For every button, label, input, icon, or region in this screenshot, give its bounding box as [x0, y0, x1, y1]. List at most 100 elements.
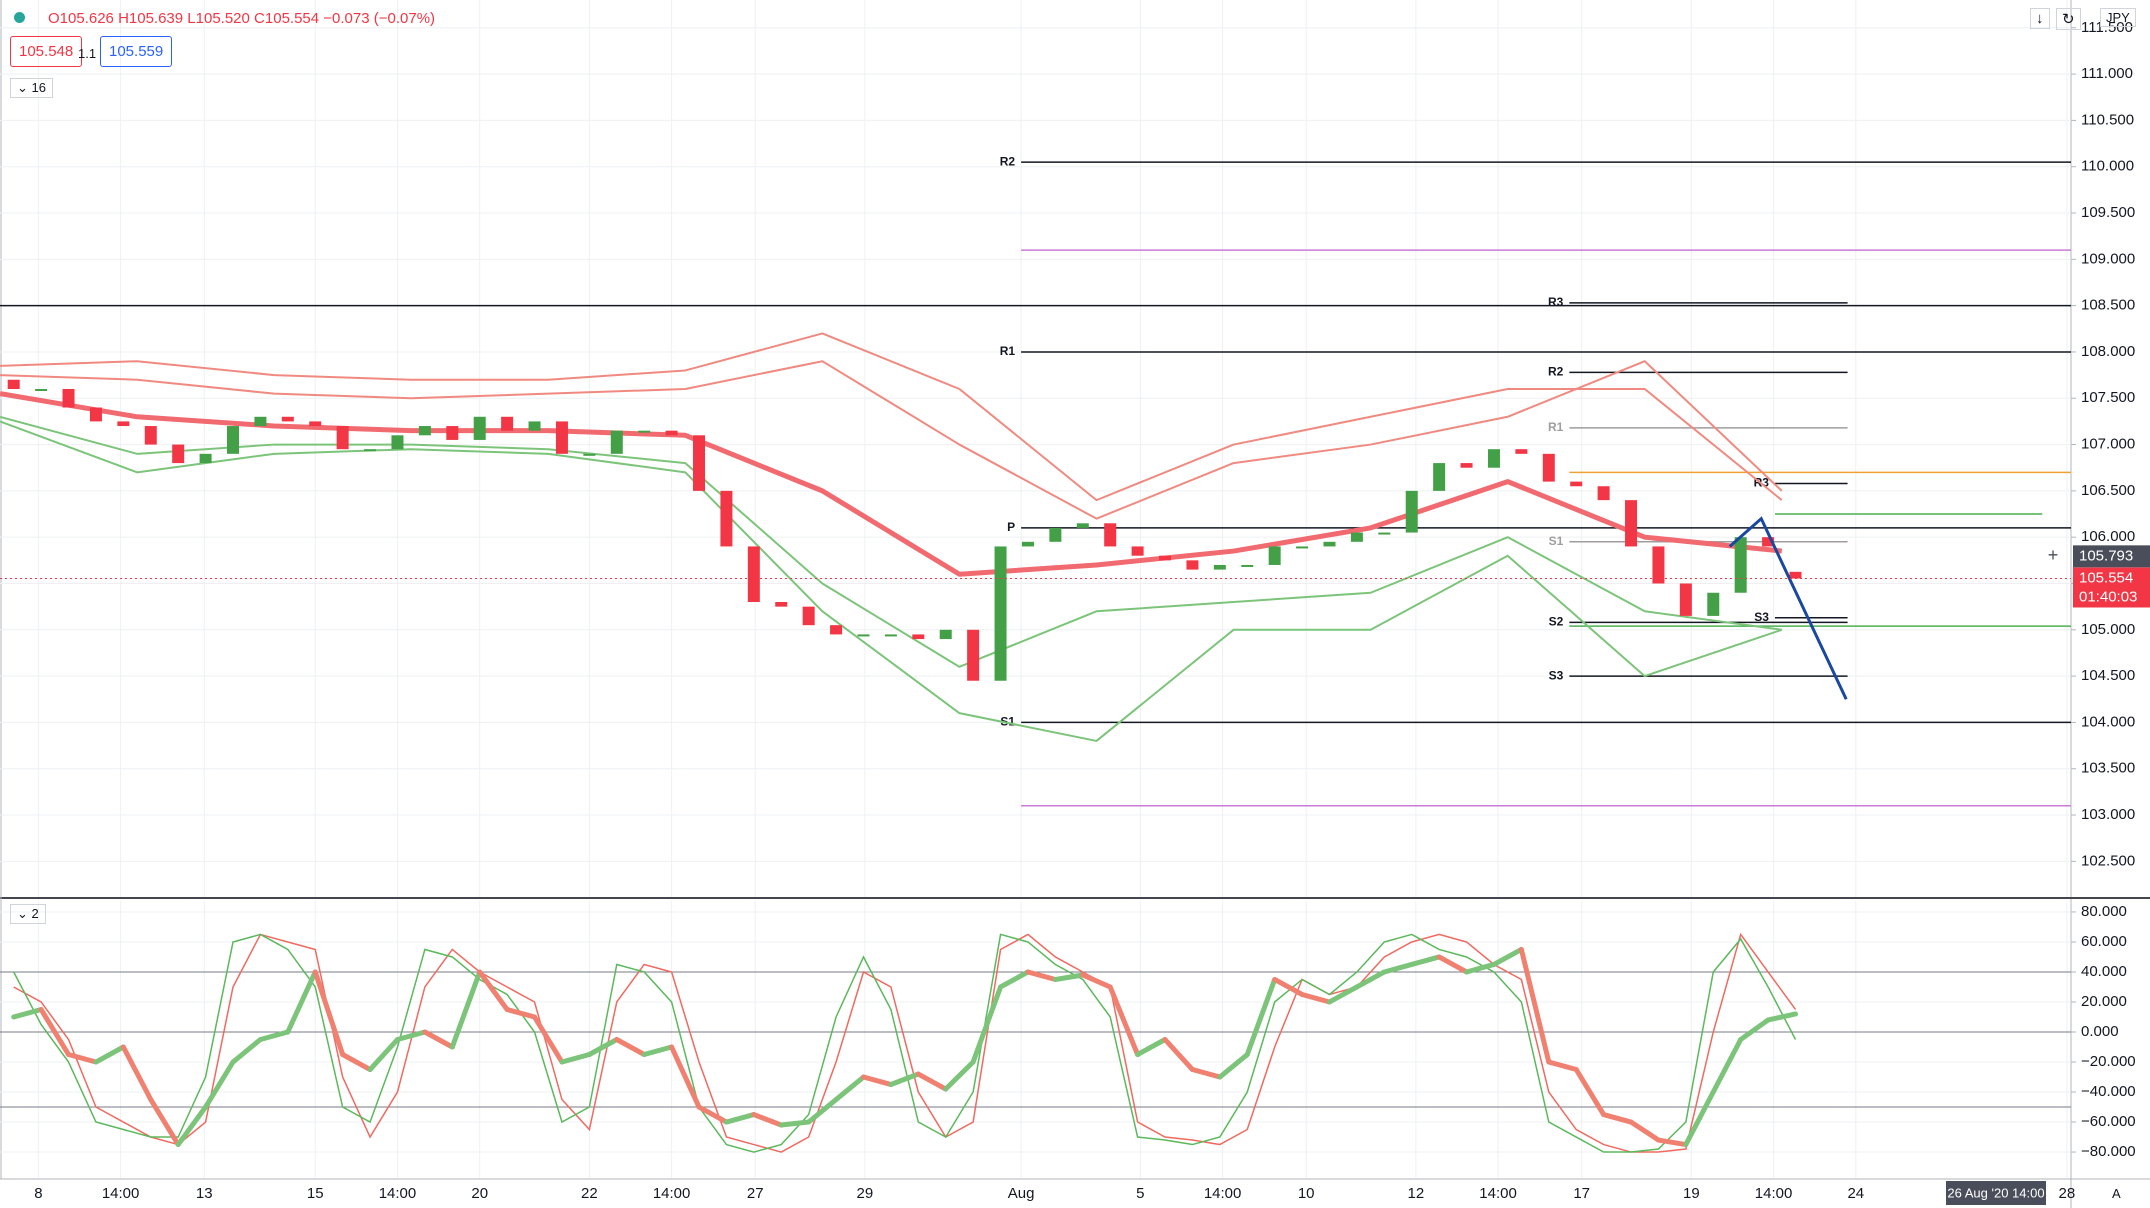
oscillator-segment — [1217, 1052, 1250, 1080]
oscillator-segment — [1655, 1137, 1689, 1148]
candle — [1241, 564, 1254, 567]
pane-toggle[interactable]: ⌄ 2 — [10, 904, 46, 924]
oscillator-segment — [1683, 1089, 1716, 1148]
pivot-label: S3 — [1549, 668, 1564, 682]
candle — [391, 435, 404, 450]
oscillator-segment — [806, 1097, 839, 1125]
oscillator-segment — [340, 1052, 373, 1073]
status-dot[interactable] — [14, 10, 25, 27]
oscillator-segment — [1244, 976, 1278, 1058]
buy-button[interactable]: 105.559 — [100, 36, 173, 67]
candle — [1021, 541, 1034, 547]
candle — [1405, 490, 1418, 533]
high: H105.639 — [118, 10, 184, 27]
candle — [1487, 449, 1500, 468]
y-tick-label: 106.500 — [2081, 482, 2135, 499]
y-tick-label: 103.500 — [2081, 760, 2135, 777]
pivot-label: S2 — [1549, 615, 1564, 629]
candle — [1323, 541, 1336, 547]
candle — [1542, 453, 1555, 482]
countdown-label: 01:40:03 — [2079, 588, 2137, 605]
oscillator-segment — [1025, 969, 1058, 982]
oscillator-segment — [1464, 961, 1497, 975]
x-tick-label: 8 — [34, 1185, 42, 1202]
x-tick-label: 20 — [471, 1185, 488, 1202]
auto-scale[interactable]: A — [2112, 1186, 2121, 1201]
x-tick-label: 29 — [857, 1185, 874, 1202]
candle — [1433, 463, 1446, 491]
oscillator-segment — [1189, 1067, 1223, 1080]
candle — [418, 426, 431, 436]
oscillator-segment — [1299, 991, 1332, 1005]
candle — [693, 435, 706, 491]
oscillator-segment — [1107, 984, 1141, 1058]
candle — [62, 388, 75, 408]
pane-toggle[interactable]: ⌄ 16 — [10, 78, 53, 98]
currency[interactable]: JPY — [2100, 8, 2136, 27]
x-tick-label: 10 — [1298, 1185, 1315, 1202]
y-tick-label: 60.000 — [2081, 933, 2127, 950]
candle — [1625, 500, 1638, 547]
oscillator-segment — [1710, 1037, 1744, 1095]
candle — [884, 634, 897, 637]
candle — [1378, 532, 1391, 535]
last-price-label: 105.554 — [2079, 569, 2133, 586]
y-tick-label: 109.000 — [2081, 250, 2135, 267]
oscillator-segment — [230, 1037, 263, 1065]
oscillator-segment — [367, 1037, 400, 1073]
x-tick-label: 28 — [2059, 1185, 2076, 1202]
candle — [281, 416, 294, 422]
oscillator-segment — [11, 1006, 44, 1020]
oscillator-segment — [38, 1006, 72, 1058]
y-tick-label: 80.000 — [2081, 903, 2127, 920]
oscillator-segment — [504, 1006, 538, 1020]
x-tick-label: 22 — [581, 1185, 598, 1202]
candle — [1049, 527, 1062, 542]
pivot-label: R1 — [1000, 344, 1016, 358]
candle — [1296, 546, 1309, 549]
candle — [555, 421, 568, 454]
candle — [227, 426, 240, 454]
candle — [473, 416, 486, 440]
x-tick-label: 19 — [1683, 1185, 1700, 1202]
oscillator-segment — [285, 969, 318, 1035]
oscillator-segment — [888, 1071, 921, 1088]
y-tick-label: −20.000 — [2081, 1053, 2136, 1070]
oscillator-line — [13, 932, 1797, 1153]
trend-drawing — [1728, 516, 1848, 700]
oscillator-segment — [586, 1037, 620, 1058]
candle — [336, 426, 349, 450]
x-tick-label: 13 — [196, 1185, 213, 1202]
y-tick-label: 110.000 — [2081, 158, 2134, 175]
oscillator-segment — [723, 1112, 757, 1125]
pane-count: 2 — [31, 906, 39, 921]
candle — [1707, 592, 1720, 616]
scroll-button[interactable]: ↓ — [2030, 8, 2050, 29]
reset-button[interactable]: ↻ — [2056, 8, 2081, 30]
oscillator-segment — [1409, 954, 1442, 967]
oscillator-segment — [449, 969, 483, 1050]
y-tick-label: 103.000 — [2081, 806, 2135, 823]
oscillator-segment — [1738, 1017, 1771, 1042]
sell-button[interactable]: 105.548 — [10, 36, 83, 67]
candle — [1597, 486, 1610, 501]
x-tick-label: 14:00 — [102, 1185, 140, 1202]
oscillator-segment — [998, 969, 1031, 990]
candle — [1570, 481, 1583, 487]
x-tick-label: 17 — [1573, 1185, 1590, 1202]
spread: 1.1 — [78, 46, 97, 61]
candle — [1652, 546, 1665, 584]
x-tick-label: 14:00 — [379, 1185, 417, 1202]
crosshair-time: 26 Aug '20 14:00 — [1947, 1185, 2044, 1200]
candle — [802, 606, 815, 626]
candle — [1350, 532, 1363, 542]
y-tick-label: 102.500 — [2081, 852, 2135, 869]
x-tick-label: 14:00 — [653, 1185, 691, 1202]
x-tick-label: 14:00 — [1755, 1185, 1793, 1202]
candle — [638, 430, 651, 433]
oscillator-segment — [477, 969, 510, 1012]
band-line — [0, 415, 1782, 668]
x-tick-label: 14:00 — [1204, 1185, 1242, 1202]
oscillator-segment — [422, 1029, 455, 1050]
oscillator-segment — [778, 1119, 812, 1128]
